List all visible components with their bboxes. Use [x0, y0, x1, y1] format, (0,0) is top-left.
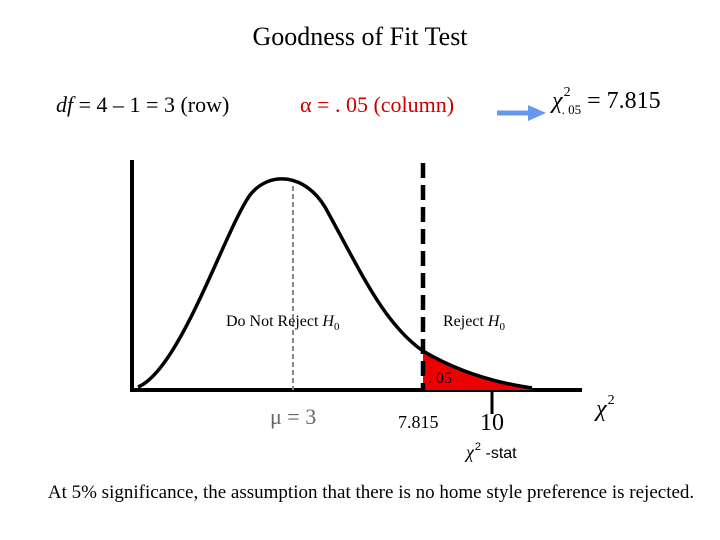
axis-chi-symbol: χ	[596, 396, 607, 422]
alpha-formula: = . 05 (column)	[311, 92, 455, 117]
reject-text: Reject	[443, 313, 488, 330]
rejection-region-fill	[423, 351, 532, 390]
chi-stat-label: χ2 -stat	[466, 441, 517, 463]
alpha-area-label: . 05	[428, 370, 452, 387]
x-axis-symbol: χ2	[596, 393, 615, 423]
h0-letter: H	[322, 313, 334, 330]
h0-symbol: H0	[322, 313, 340, 334]
arrow-head	[528, 105, 546, 121]
do-not-reject-label: Do Not Reject H0	[226, 313, 339, 333]
chi-superscript: 2	[563, 85, 571, 100]
alpha-symbol: α	[300, 92, 312, 117]
critical-value-formula: χ2 . 05 = 7.815	[552, 85, 661, 117]
mean-label: μ = 3	[270, 404, 317, 429]
df-formula: = 4 – 1 = 3 (row)	[73, 92, 230, 117]
chi-subscript: . 05	[561, 102, 582, 117]
density-curve	[137, 177, 533, 390]
stat-chi-superscript: 2	[474, 441, 482, 453]
alpha-text: α = . 05 (column)	[300, 92, 454, 118]
test-stat-label: 10	[480, 410, 504, 436]
h0-symbol: H0	[487, 313, 505, 334]
stat-suffix: -stat	[481, 445, 517, 462]
conclusion-text: At 5% significance, the assumption that …	[47, 482, 695, 503]
degrees-of-freedom-text: df = 4 – 1 = 3 (row)	[56, 92, 229, 118]
h0-letter: H	[487, 313, 500, 330]
stat-chi-symbol: χ	[466, 442, 474, 462]
df-symbol: df	[56, 92, 74, 117]
critical-value: = 7.815	[587, 88, 661, 114]
do-not-reject-text: Do Not Reject	[226, 313, 323, 330]
chi-symbol: χ	[552, 88, 563, 114]
axis-chi-superscript: 2	[607, 393, 615, 408]
reject-label: Reject H0	[443, 313, 505, 333]
h0-subscript: 0	[499, 321, 505, 334]
h0-subscript: 0	[333, 321, 340, 334]
page-title: Goodness of Fit Test	[252, 22, 468, 51]
critical-tick-label: 7.815	[398, 412, 439, 432]
